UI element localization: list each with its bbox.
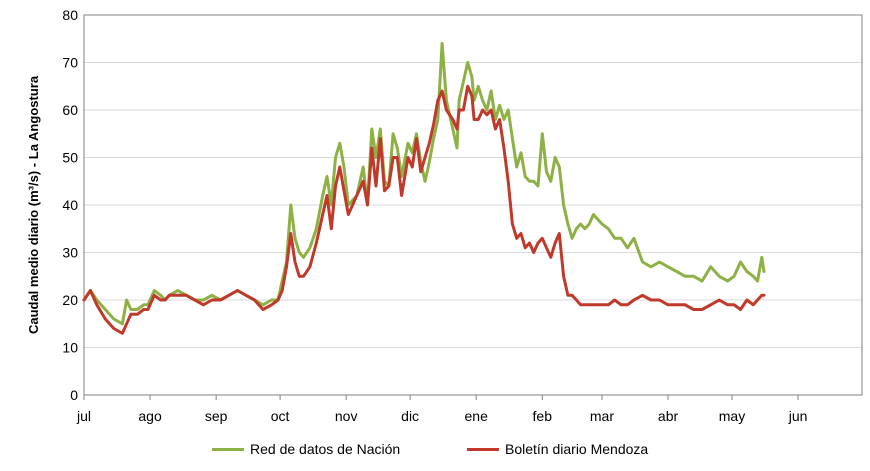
y-tick-label-1: 10 bbox=[62, 340, 78, 356]
plot-area: 0 10 20 30 40 50 60 70 80 jul ago sep oct nov dic ene fe… bbox=[62, 7, 863, 424]
series-line-0 bbox=[82, 42, 766, 326]
y-tick-label-7: 70 bbox=[62, 55, 78, 71]
y-tick-label-3: 30 bbox=[62, 245, 78, 261]
x-tick-label-9: abr bbox=[658, 408, 679, 424]
x-tick-label-10: may bbox=[719, 408, 745, 424]
y-tick-label-2: 20 bbox=[62, 292, 78, 308]
x-tick-label-1: ago bbox=[138, 408, 162, 424]
y-tick-label-6: 60 bbox=[62, 102, 78, 118]
legend-item-mendoza: Boletín diario Mendoza bbox=[467, 437, 648, 461]
y-tick-label-5: 50 bbox=[62, 150, 78, 166]
y-tick-label-0: 0 bbox=[70, 387, 78, 403]
x-tick-label-4: nov bbox=[335, 408, 358, 424]
y-axis-label: Caudal medio diario (m³/s) - La Angostur… bbox=[26, 75, 41, 334]
x-tick-label-5: dic bbox=[401, 408, 419, 424]
x-tick-label-0: jul bbox=[76, 408, 91, 424]
legend-label-nacion: Red de datos de Nación bbox=[250, 441, 401, 457]
x-tick-label-3: oct bbox=[271, 408, 290, 424]
y-tick-label-4: 40 bbox=[62, 197, 78, 213]
y-tick-label-8: 80 bbox=[62, 7, 78, 23]
legend-item-nacion: Red de datos de Nación bbox=[212, 437, 400, 461]
legend-swatch-nacion bbox=[212, 447, 244, 451]
plot-border bbox=[83, 14, 863, 396]
legend: Red de datos de Nación Boletín diario Me… bbox=[0, 437, 870, 461]
legend-label-mendoza: Boletín diario Mendoza bbox=[505, 441, 649, 457]
x-tick-label-6: ene bbox=[465, 408, 489, 424]
x-tick-label-7: feb bbox=[533, 408, 553, 424]
series-line-1 bbox=[82, 84, 766, 335]
legend-swatch-mendoza bbox=[467, 447, 499, 451]
x-tick-label-11: jun bbox=[788, 408, 808, 424]
x-tick-label-8: mar bbox=[590, 408, 614, 424]
x-tick-label-2: sep bbox=[205, 408, 228, 424]
